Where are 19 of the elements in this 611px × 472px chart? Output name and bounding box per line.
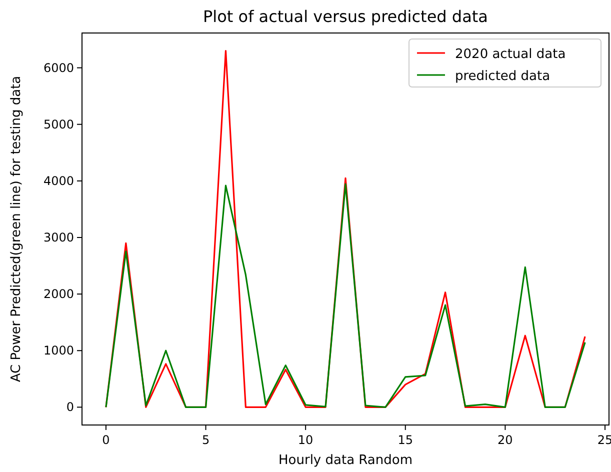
legend-label: 2020 actual data <box>455 47 566 62</box>
y-tick-label: 5000 <box>43 117 74 132</box>
x-tick-label: 20 <box>498 433 513 447</box>
line-series <box>105 183 586 408</box>
line-series <box>105 50 586 408</box>
legend-label: predicted data <box>455 69 550 84</box>
x-tick-label: 5 <box>202 433 210 447</box>
y-tick-label: 0 <box>66 400 74 414</box>
y-tick-label: 4000 <box>43 174 74 188</box>
x-tick-label: 0 <box>102 433 110 447</box>
x-axis-title: Hourly data Random <box>278 453 412 468</box>
y-tick-label: 3000 <box>43 230 74 244</box>
y-axis-title: AC Power Predicted(green line) for testing data <box>9 76 24 382</box>
y-tick-label: 6000 <box>43 60 74 75</box>
x-tick-label: 15 <box>398 433 414 447</box>
chart-title: Plot of actual versus predicted data <box>203 7 488 26</box>
x-tick-label: 10 <box>298 433 314 447</box>
y-tick-label: 1000 <box>43 344 74 358</box>
y-tick-label: 2000 <box>43 287 74 302</box>
